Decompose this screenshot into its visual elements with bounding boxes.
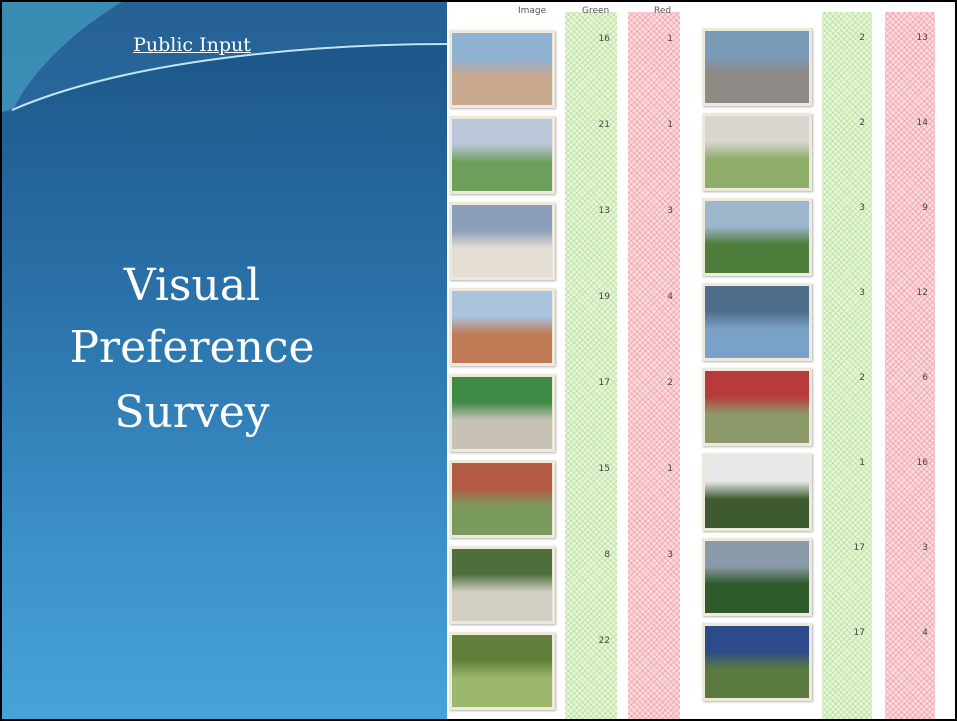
green-count: 17	[580, 378, 610, 388]
photo	[449, 202, 555, 280]
photo	[449, 632, 555, 710]
column-header: Red	[654, 6, 671, 16]
green-column	[565, 12, 617, 719]
photo	[702, 283, 812, 361]
red-count: 1	[643, 120, 673, 130]
red-count: 4	[643, 292, 673, 302]
column-header: Image	[518, 6, 546, 16]
green-count: 15	[580, 464, 610, 474]
slide: Public Input Visual Preference Survey Im…	[0, 0, 957, 721]
red-column	[628, 12, 680, 719]
photo	[702, 368, 812, 446]
green-count: 22	[580, 636, 610, 646]
page: Public Input Visual Preference Survey Im…	[0, 0, 957, 721]
green-count: 19	[580, 292, 610, 302]
photo	[702, 198, 812, 276]
red-count: 13	[898, 33, 928, 43]
header-link[interactable]: Public Input	[2, 34, 382, 56]
green-count: 2	[835, 33, 865, 43]
title-line: Preference	[2, 322, 382, 373]
photo	[449, 30, 555, 108]
title-panel: Public Input Visual Preference Survey	[2, 2, 447, 719]
photo	[702, 623, 812, 701]
photo	[449, 288, 555, 366]
green-count: 3	[835, 288, 865, 298]
green-count: 16	[580, 34, 610, 44]
photo	[702, 113, 812, 191]
red-count: 3	[898, 543, 928, 553]
green-count: 3	[835, 203, 865, 213]
photo	[702, 538, 812, 616]
green-count: 21	[580, 120, 610, 130]
photo	[449, 460, 555, 538]
photo	[449, 374, 555, 452]
title-line: Visual	[2, 260, 382, 311]
photo	[702, 453, 812, 531]
red-count: 1	[643, 34, 673, 44]
red-count: 9	[898, 203, 928, 213]
swoosh	[2, 2, 447, 122]
red-count: 12	[898, 288, 928, 298]
column-header: Green	[582, 6, 609, 16]
green-count: 13	[580, 206, 610, 216]
red-count: 14	[898, 118, 928, 128]
red-count: 4	[898, 628, 928, 638]
green-count: 17	[835, 628, 865, 638]
green-count: 8	[580, 550, 610, 560]
red-count: 1	[643, 464, 673, 474]
green-count: 1	[835, 458, 865, 468]
green-count: 2	[835, 118, 865, 128]
title-line: Survey	[2, 387, 382, 438]
red-count: 3	[643, 206, 673, 216]
red-count: 6	[898, 373, 928, 383]
green-count: 17	[835, 543, 865, 553]
photo	[702, 28, 812, 106]
photo	[449, 546, 555, 624]
photo	[449, 116, 555, 194]
red-count: 2	[643, 378, 673, 388]
green-count: 2	[835, 373, 865, 383]
red-count: 16	[898, 458, 928, 468]
red-count: 3	[643, 550, 673, 560]
